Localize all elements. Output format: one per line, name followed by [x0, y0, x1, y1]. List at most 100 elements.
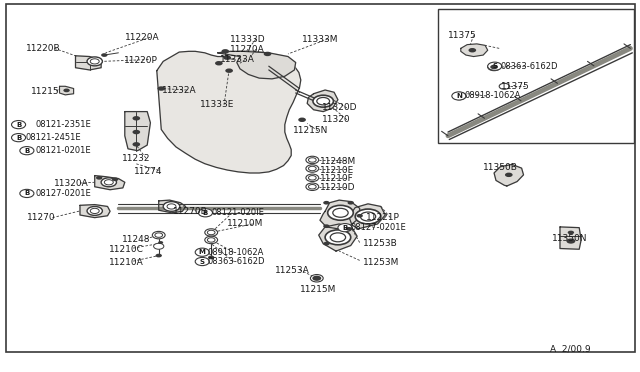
Circle shape: [154, 243, 164, 249]
Circle shape: [132, 130, 140, 134]
Circle shape: [167, 204, 176, 209]
Circle shape: [313, 95, 333, 107]
Polygon shape: [319, 224, 357, 251]
Text: 11248: 11248: [122, 235, 150, 244]
Text: 11320: 11320: [322, 115, 351, 124]
Text: B: B: [16, 122, 21, 128]
Text: 11270A: 11270A: [230, 45, 265, 54]
Text: 11210C: 11210C: [109, 245, 143, 254]
Circle shape: [310, 275, 323, 282]
Text: N: N: [456, 93, 462, 99]
Circle shape: [225, 68, 233, 73]
Circle shape: [20, 189, 34, 198]
Circle shape: [308, 166, 316, 171]
Circle shape: [195, 248, 209, 256]
Text: 11375: 11375: [500, 82, 529, 91]
Text: 08918-1062A: 08918-1062A: [465, 92, 521, 100]
Circle shape: [306, 183, 319, 190]
Text: S: S: [200, 259, 205, 264]
Circle shape: [488, 62, 502, 70]
Circle shape: [90, 208, 99, 214]
Text: 11215N: 11215N: [293, 126, 328, 135]
Text: 11248M: 11248M: [320, 157, 356, 166]
Circle shape: [104, 180, 113, 185]
Circle shape: [207, 238, 215, 242]
Text: 11350B: 11350B: [483, 163, 518, 172]
Circle shape: [101, 178, 116, 187]
Text: 11215: 11215: [31, 87, 60, 96]
Text: B: B: [24, 148, 29, 154]
Circle shape: [132, 116, 140, 121]
Circle shape: [348, 201, 354, 205]
Circle shape: [317, 97, 330, 105]
Circle shape: [323, 242, 330, 246]
Polygon shape: [494, 164, 524, 186]
Circle shape: [155, 233, 163, 237]
Circle shape: [112, 177, 118, 181]
Circle shape: [207, 230, 215, 235]
Text: 08121-020IE: 08121-020IE: [211, 208, 264, 217]
Circle shape: [152, 231, 165, 239]
Circle shape: [490, 65, 498, 69]
Text: 11333E: 11333E: [200, 100, 235, 109]
Text: 11220A: 11220A: [125, 33, 159, 42]
Circle shape: [96, 176, 102, 180]
Polygon shape: [95, 176, 125, 190]
Circle shape: [12, 134, 26, 142]
Circle shape: [132, 142, 140, 147]
Circle shape: [195, 257, 209, 266]
Circle shape: [87, 206, 102, 215]
Circle shape: [356, 214, 363, 218]
Bar: [438, 9, 634, 143]
Circle shape: [360, 212, 376, 221]
Circle shape: [456, 94, 463, 98]
Text: 11232A: 11232A: [162, 86, 196, 94]
Text: 11274: 11274: [134, 167, 163, 176]
Text: 11333M: 11333M: [302, 35, 339, 44]
Polygon shape: [80, 205, 110, 218]
Text: A  2/00.9: A 2/00.9: [550, 344, 591, 353]
Circle shape: [158, 241, 163, 244]
Circle shape: [298, 118, 306, 122]
Circle shape: [205, 229, 218, 236]
Circle shape: [163, 202, 180, 211]
Text: 11270: 11270: [27, 213, 56, 222]
Circle shape: [323, 224, 330, 228]
Circle shape: [488, 63, 500, 71]
Circle shape: [306, 174, 319, 182]
Circle shape: [20, 147, 34, 155]
Circle shape: [63, 89, 70, 92]
Circle shape: [468, 48, 476, 52]
Polygon shape: [218, 51, 296, 79]
Circle shape: [215, 61, 223, 65]
Text: 11215M: 11215M: [300, 285, 336, 294]
Circle shape: [205, 236, 218, 244]
Text: 11253B: 11253B: [363, 239, 397, 248]
Circle shape: [452, 92, 466, 100]
Text: M: M: [199, 249, 205, 255]
Circle shape: [328, 205, 353, 220]
Text: 08121-2451E: 08121-2451E: [26, 133, 81, 142]
Circle shape: [568, 231, 574, 234]
Text: 11253M: 11253M: [363, 258, 399, 267]
Circle shape: [306, 156, 319, 164]
Circle shape: [330, 233, 346, 242]
Text: 11320D: 11320D: [322, 103, 357, 112]
Circle shape: [308, 185, 316, 189]
Polygon shape: [320, 200, 360, 229]
Text: 11270B: 11270B: [173, 207, 207, 216]
Text: 08121-2351E: 08121-2351E: [35, 120, 91, 129]
Circle shape: [157, 86, 165, 91]
Circle shape: [156, 254, 162, 257]
Circle shape: [223, 55, 231, 60]
Text: B: B: [203, 210, 208, 216]
Text: 11221P: 11221P: [366, 213, 400, 222]
Circle shape: [338, 224, 352, 232]
Circle shape: [90, 59, 99, 64]
Polygon shape: [76, 56, 101, 70]
Text: 08127-0201E: 08127-0201E: [351, 223, 406, 232]
Text: 11210D: 11210D: [320, 183, 355, 192]
Text: B: B: [24, 190, 29, 196]
Polygon shape: [349, 204, 385, 229]
Circle shape: [566, 238, 575, 244]
